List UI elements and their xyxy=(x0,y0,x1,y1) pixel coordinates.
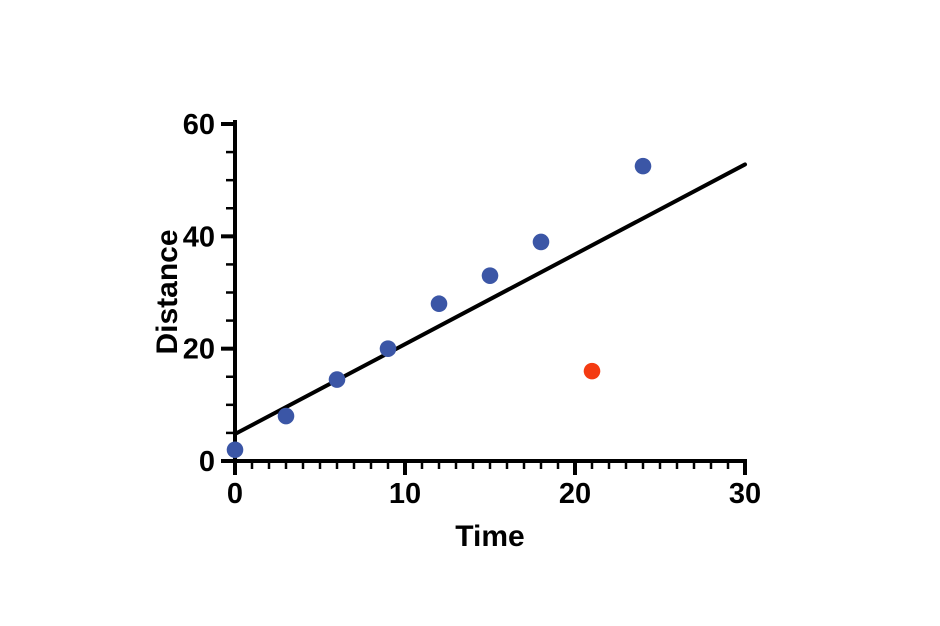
plot-area: 0 10 20 30 0 20 40 60 xyxy=(183,109,761,510)
data-point-blue xyxy=(532,233,550,251)
data-point-blue xyxy=(277,407,295,425)
data-point-outlier xyxy=(583,362,601,380)
data-point-blue xyxy=(379,340,397,357)
x-tick-label: 10 xyxy=(389,478,421,510)
y-tick-label: 60 xyxy=(183,109,215,141)
y-tick-label: 0 xyxy=(199,446,215,478)
x-tick-label: 0 xyxy=(227,478,243,510)
data-point-blue xyxy=(634,157,652,175)
y-tick-label: 20 xyxy=(183,334,215,366)
x-tick-label: 30 xyxy=(729,478,761,510)
data-point-blue xyxy=(430,295,448,313)
fit-line xyxy=(233,162,747,437)
data-point-blue xyxy=(481,267,499,284)
y-axis-title: Distance xyxy=(151,229,184,354)
y-tick-label: 40 xyxy=(183,221,215,253)
x-tick-label: 20 xyxy=(559,478,591,510)
x-axis-title: Time xyxy=(455,520,524,553)
data-point-blue xyxy=(328,371,346,388)
data-point-blue xyxy=(226,441,244,459)
